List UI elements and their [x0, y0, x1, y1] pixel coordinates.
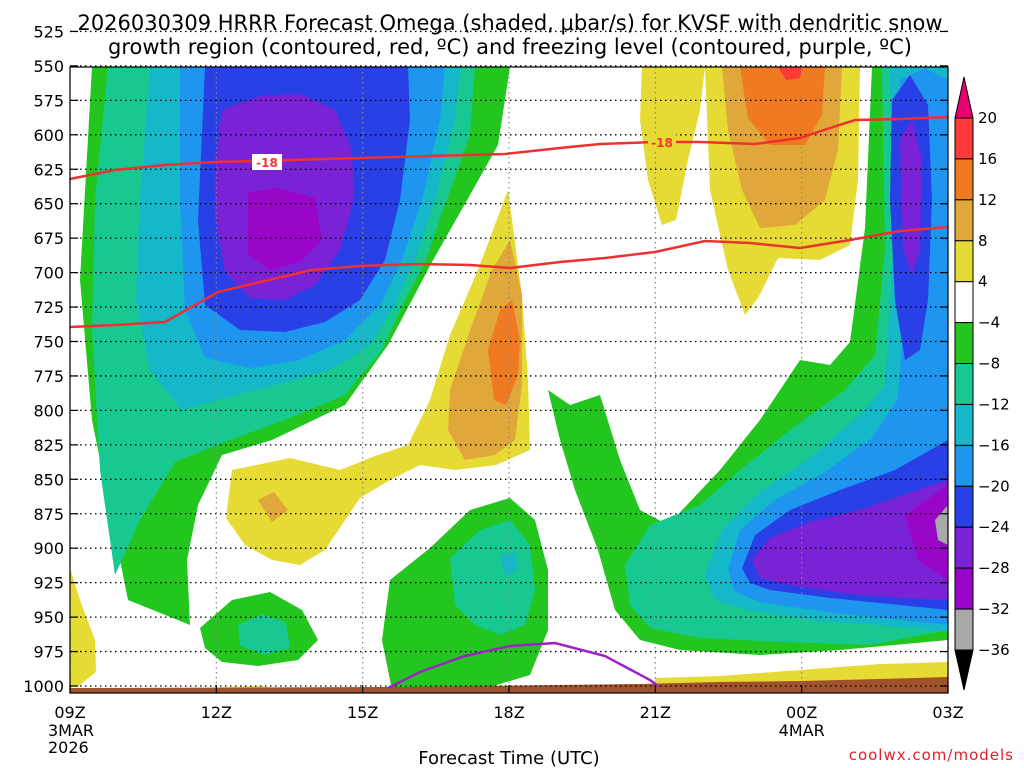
x-axis-label: Forecast Time (UTC) — [418, 748, 599, 768]
y-tick-label: 1000 — [23, 677, 64, 696]
chart-title-line2: growth region (contoured, red, ºC) and f… — [108, 35, 912, 59]
colorbar-label: −24 — [978, 518, 1010, 536]
colorbar-swatch — [954, 567, 974, 610]
x-tick-label: 09Z — [54, 703, 85, 722]
y-tick-label: 700 — [33, 264, 64, 283]
dgz-contour-upper — [69, 115, 949, 181]
y-tick-label: 575 — [33, 91, 64, 110]
y-tick-label: 600 — [33, 126, 64, 145]
omega-region-small-gold — [258, 492, 288, 522]
colorbar-label: −28 — [978, 559, 1010, 577]
dgz-contour-label-2: -18 — [651, 136, 673, 150]
y-tick-label: 975 — [33, 643, 64, 662]
omega-region-low-teal-1 — [238, 614, 290, 655]
colorbar-label: 8 — [978, 232, 988, 250]
colorbar-label: −12 — [978, 395, 1010, 413]
colorbar-label: −36 — [978, 641, 1010, 659]
colorbar-swatch — [954, 322, 974, 365]
colorbar-swatch — [954, 240, 974, 283]
dgz-contour-lower — [69, 225, 949, 329]
omega-region-right-gray — [935, 505, 948, 545]
y-tick-label: 850 — [33, 470, 64, 489]
colorbar-label: −16 — [978, 436, 1010, 454]
dgz-contour-label-1: -18 — [256, 156, 278, 170]
y-tick-label: 625 — [33, 160, 64, 179]
y-axis: 525 550 575 600 625 650 675 700 725 750 775 800 825 8… — [23, 22, 948, 696]
y-tick-label: 950 — [33, 608, 64, 627]
y-tick-label: 900 — [33, 539, 64, 558]
x-tick-label: 18Z — [493, 703, 524, 722]
colorbar-label: 4 — [978, 273, 988, 291]
colorbar-swatch — [954, 158, 974, 201]
colorbar-swatch — [954, 117, 974, 160]
freezing-level-contour — [387, 641, 659, 690]
colorbar-swatch — [954, 526, 974, 569]
omega-region-right-purple — [752, 480, 948, 600]
dgz-label-bg-1 — [252, 154, 282, 170]
watermark: coolwx.com/models — [849, 746, 1014, 764]
y-tick-label: 825 — [33, 436, 64, 455]
colorbar-swatch — [954, 444, 974, 487]
x-tick-label: 21Z — [640, 703, 671, 722]
y-tick-label: 775 — [33, 367, 64, 386]
colorbar-label: 20 — [978, 109, 997, 127]
colorbar-swatch — [954, 363, 974, 405]
x-tick-sublabel: 3MAR — [48, 721, 94, 740]
omega-region-right-red — [778, 67, 802, 80]
colorbar-label: −8 — [978, 355, 1000, 373]
y-tick-label: 725 — [33, 298, 64, 317]
colorbar-swatch — [954, 485, 974, 528]
x-tick-label: 15Z — [347, 703, 378, 722]
x-tick-label: 03Z — [932, 703, 963, 722]
omega-region-low-cyan-2 — [500, 552, 518, 576]
colorbar: 20 16 12 8 4 −4 −8 −12 −16 −20 −24 −28 −32 −36 — [954, 76, 1010, 691]
omega-region-right-purple-upper — [900, 120, 922, 275]
colorbar-label: 16 — [978, 150, 997, 168]
omega-region-mid-yellow — [226, 190, 530, 565]
x-tick-label: 00Z — [786, 703, 817, 722]
x-tick-sublabel: 2026 — [48, 738, 89, 757]
x-tick-sublabel: 4MAR — [779, 721, 825, 740]
terrain-below-ground — [70, 677, 948, 693]
y-tick-label: 550 — [33, 57, 64, 76]
colorbar-swatch — [954, 608, 974, 651]
y-tick-label: 800 — [33, 401, 64, 420]
omega-region-left-violet — [248, 188, 322, 270]
colorbar-label: −4 — [978, 314, 1000, 332]
colorbar-cap-top — [954, 76, 974, 119]
colorbar-swatch — [954, 403, 974, 446]
omega-shading — [70, 67, 948, 693]
y-tick-label: 675 — [33, 229, 64, 248]
y-tick-label: 650 — [33, 195, 64, 214]
omega-region-surface-yellow-left — [70, 568, 96, 688]
y-tick-label: 925 — [33, 574, 64, 593]
omega-region-mid-orange — [488, 300, 520, 405]
omega-region-right-orange — [740, 67, 825, 145]
y-tick-label: 525 — [33, 22, 64, 41]
colorbar-label: 12 — [978, 191, 997, 209]
y-tick-label: 875 — [33, 505, 64, 524]
colorbar-swatch — [954, 281, 974, 324]
omega-region-right-violet — [905, 485, 948, 580]
colorbar-label: −20 — [978, 477, 1010, 495]
colorbar-swatch — [954, 199, 974, 242]
omega-region-mid-gold — [448, 240, 522, 460]
y-tick-label: 750 — [33, 333, 64, 352]
colorbar-cap-bottom — [954, 649, 974, 691]
dgz-label-bg-2 — [648, 134, 676, 150]
x-tick-label: 12Z — [201, 703, 232, 722]
colorbar-label: −32 — [978, 600, 1010, 618]
